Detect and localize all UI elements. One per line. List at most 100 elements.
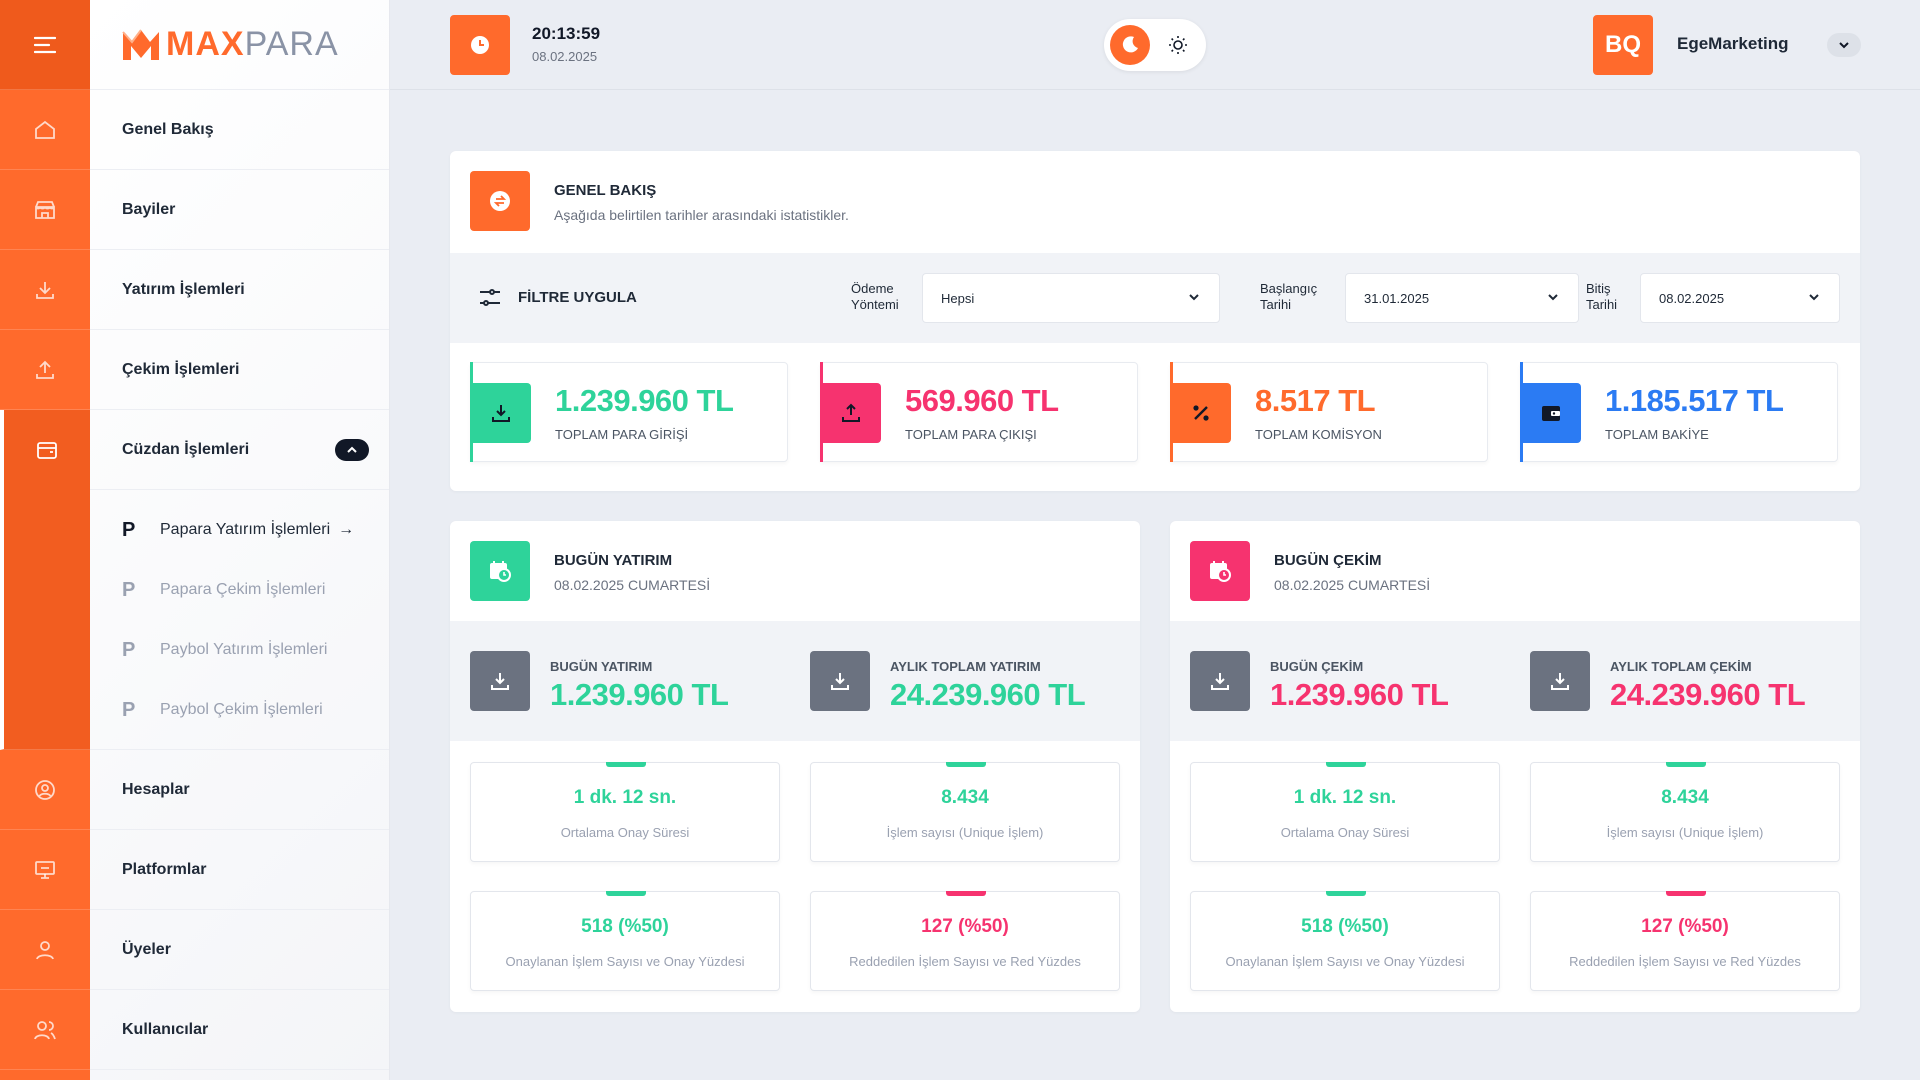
end-date-value: 08.02.2025 [1659, 290, 1725, 306]
dark-mode-button[interactable] [1110, 25, 1150, 65]
nav-item-deposits[interactable]: Yatırım İşlemleri [90, 250, 389, 330]
stat-value: 8.517 TL [1255, 383, 1376, 418]
filter-apply-button[interactable]: FİLTRE UYGULA [518, 289, 637, 306]
user-name[interactable]: EgeMarketing [1677, 34, 1789, 53]
deposit-title: BUGÜN YATIRIM [554, 552, 673, 569]
nav-item-withdrawals[interactable]: Çekim İşlemleri [90, 330, 389, 410]
user-menu-button[interactable] [1827, 33, 1861, 57]
overview-header-icon [470, 171, 530, 231]
rail-item-withdrawals[interactable] [0, 330, 90, 410]
theme-toggle[interactable] [1104, 19, 1206, 71]
stat-total-commission: 8.517 TL TOPLAM KOMİSYON [1170, 362, 1488, 462]
menu-button[interactable] [0, 0, 90, 90]
light-mode-button[interactable] [1164, 31, 1192, 59]
top-bar: 20:13:59 08.02.2025 BQ EgeMarketing [390, 0, 1920, 90]
payment-method-value: Hepsi [941, 290, 975, 306]
metric-value: 1 dk. 12 sn. [573, 787, 677, 808]
clock-date: 08.02.2025 [532, 49, 598, 64]
stat-total-withdraw: 569.960 TL TOPLAM PARA ÇIKIŞI [820, 362, 1138, 462]
nav-item-wallet[interactable]: Cüzdan İşlemleri [90, 410, 389, 490]
rail-item-members[interactable] [0, 910, 90, 990]
metric-label: Ortalama Onay Süresi [1280, 825, 1410, 840]
metric-avg-approval: 1 dk. 12 sn. Ortalama Onay Süresi [470, 762, 780, 862]
subitem-paybol-withdrawals[interactable]: P Paybol Çekim İşlemleri [90, 680, 389, 740]
moon-icon [1122, 36, 1138, 53]
subitem-paybol-deposits[interactable]: P Paybol Yatırım İşlemleri [90, 620, 389, 680]
nav-item-members[interactable]: Üyeler [90, 910, 389, 990]
today-withdraw-value: 1.239.960 TL [1270, 677, 1449, 712]
metric-approved: 518 (%50) Onaylanan İşlem Sayısı ve Onay… [470, 891, 780, 991]
withdraw-summary-band: BUGÜN ÇEKİM 1.239.960 TL AYLIK TOPLAM ÇE… [1170, 621, 1860, 741]
start-date-label: Başlangıç Tarihi [1260, 281, 1317, 313]
metric-value: 1 dk. 12 sn. [1293, 787, 1397, 808]
stat-total-deposit: 1.239.960 TL TOPLAM PARA GİRİŞİ [470, 362, 788, 462]
monitor-icon [35, 860, 55, 879]
metric-value: 518 (%50) [1301, 916, 1389, 937]
payment-method-label-line2: Yöntemi [851, 297, 899, 312]
home-icon [35, 120, 55, 139]
papara-icon: P [122, 578, 136, 601]
metric-tick [1326, 891, 1366, 896]
metric-transaction-count: 8.434 İşlem sayısı (Unique İşlem) [1530, 762, 1840, 862]
logo[interactable]: MAXPARA [90, 0, 389, 90]
avatar[interactable]: BQ [1593, 15, 1653, 75]
metric-tick [946, 762, 986, 767]
nav-item-users[interactable]: Kullanıcılar [90, 990, 389, 1070]
exchange-icon [490, 191, 510, 211]
clock-icon [471, 36, 489, 54]
deposit-summary-band: BUGÜN YATIRIM 1.239.960 TL AYLIK TOPLAM … [450, 621, 1140, 741]
metric-value: 8.434 [941, 787, 989, 808]
deposit-subtitle: 08.02.2025 CUMARTESİ [554, 577, 711, 593]
metric-value: 8.434 [1661, 787, 1709, 808]
wallet-icon [37, 442, 57, 459]
rail-item-dealers[interactable] [0, 170, 90, 250]
nav-item-accounts[interactable]: Hesaplar [90, 750, 389, 830]
metric-label: İşlem sayısı (Unique İşlem) [886, 825, 1044, 840]
overview-subtitle: Aşağıda belirtilen tarihler arasındaki i… [554, 207, 849, 223]
metric-label: Reddedilen İşlem Sayısı ve Red Yüzdes [849, 954, 1081, 969]
rail-item-wallet[interactable] [0, 410, 97, 750]
today-deposit-card: BUGÜN YATIRIM 08.02.2025 CUMARTESİ BUGÜN… [450, 521, 1140, 1012]
chevron-down-icon [1809, 294, 1819, 301]
overview-title: GENEL BAKIŞ [554, 182, 657, 199]
user-icon [36, 940, 54, 959]
subitem-papara-withdrawals[interactable]: P Papara Çekim İşlemleri [90, 560, 389, 620]
today-withdraw-card: BUGÜN ÇEKİM 08.02.2025 CUMARTESİ BUGÜN Ç… [1170, 521, 1860, 1012]
rail-item-platforms[interactable] [0, 830, 90, 910]
rail-item-overview[interactable] [0, 90, 90, 170]
menu-icon [34, 36, 56, 53]
nav-item-dealers[interactable]: Bayiler [90, 170, 389, 250]
withdraw-title: BUGÜN ÇEKİM [1274, 552, 1382, 569]
metric-tick [606, 891, 646, 896]
end-date-select[interactable]: 08.02.2025 [1640, 273, 1840, 323]
rail-item-accounts[interactable] [0, 750, 90, 830]
payment-method-select[interactable]: Hepsi [922, 273, 1220, 323]
upload-icon [36, 360, 54, 379]
stat-label: TOPLAM KOMİSYON [1255, 427, 1382, 442]
mini-icon-box [1530, 651, 1590, 711]
subitem-papara-deposits[interactable]: P Papara Yatırım İşlemleri → [90, 500, 389, 560]
deposit-header-icon [470, 541, 530, 601]
nav-item-overview[interactable]: Genel Bakış [90, 90, 389, 170]
calendar-clock-icon [1210, 561, 1231, 582]
logo-text: MAXPARA [166, 25, 339, 64]
monthly-deposit-value: 24.239.960 TL [890, 677, 1086, 712]
rail-item-users[interactable] [0, 990, 90, 1070]
subitem-label: Papara Çekim İşlemleri [160, 581, 326, 598]
mini-icon-box [470, 651, 530, 711]
rail-item-deposits[interactable] [0, 250, 90, 330]
nav-item-platforms[interactable]: Platformlar [90, 830, 389, 910]
start-date-value: 31.01.2025 [1364, 290, 1430, 306]
clock-button[interactable] [450, 15, 510, 75]
end-date-label: Bitiş Tarihi [1586, 281, 1617, 313]
metric-value: 518 (%50) [581, 916, 669, 937]
stat-icon-box [1521, 383, 1581, 443]
metric-tick [1326, 762, 1366, 767]
start-date-select[interactable]: 31.01.2025 [1345, 273, 1579, 323]
calendar-clock-icon [490, 561, 511, 582]
metric-label: Ortalama Onay Süresi [560, 825, 690, 840]
papara-icon: P [122, 518, 136, 541]
collapse-toggle[interactable] [335, 439, 369, 461]
metric-tick [1666, 891, 1706, 896]
metric-value: 127 (%50) [1641, 916, 1729, 937]
